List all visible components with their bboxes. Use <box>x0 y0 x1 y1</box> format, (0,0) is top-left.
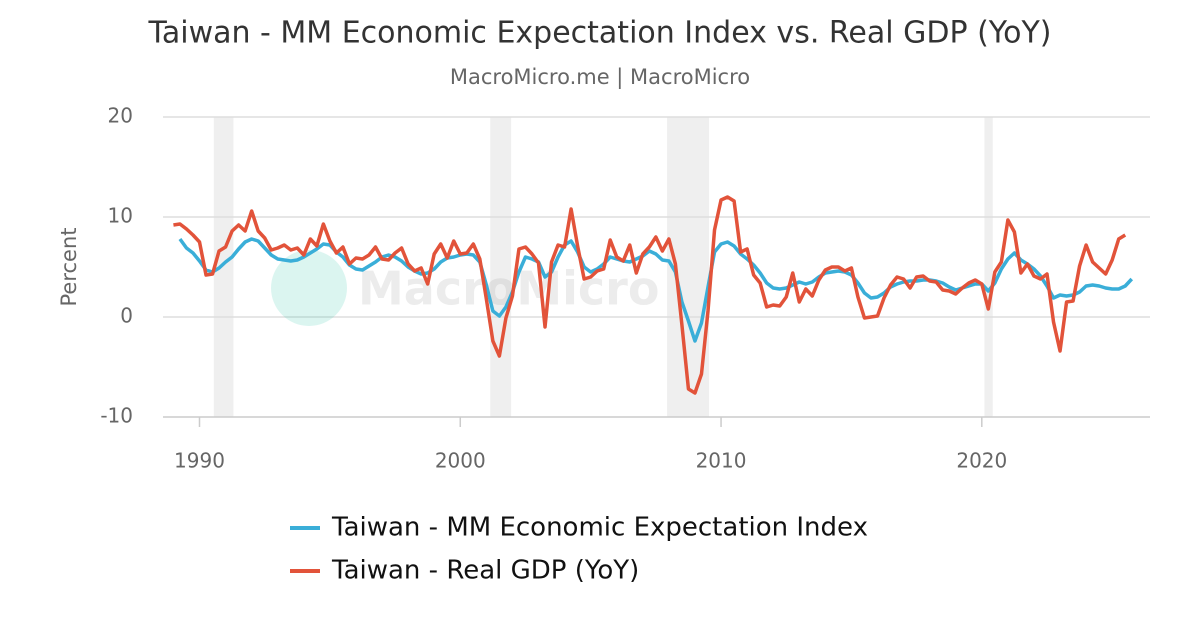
legend-label: Taiwan - Real GDP (YoY) <box>331 556 639 586</box>
y-tick-label: 0 <box>120 304 133 328</box>
x-tick-label: 2000 <box>435 449 486 473</box>
recession-band <box>490 117 512 417</box>
x-tick-label: 2010 <box>696 449 747 473</box>
recession-band <box>984 117 993 417</box>
x-tick-label: 2020 <box>956 449 1007 473</box>
y-tick-label: 20 <box>108 104 133 128</box>
series-line <box>173 195 1127 395</box>
chart-title: Taiwan - MM Economic Expectation Index v… <box>147 16 1051 51</box>
series-line <box>178 237 1134 343</box>
recession-band <box>213 117 234 417</box>
chart-subtitle: MacroMicro.me | MacroMicro <box>450 65 750 90</box>
legend-label: Taiwan - MM Economic Expectation Index <box>331 513 868 543</box>
y-tick-label: 10 <box>108 204 133 228</box>
x-tick-label: 1990 <box>174 449 225 473</box>
y-axis-label: Percent <box>57 227 81 306</box>
watermark-logo <box>271 250 347 326</box>
watermark: MacroMicro <box>271 250 659 326</box>
y-tick-label: -10 <box>100 404 133 428</box>
